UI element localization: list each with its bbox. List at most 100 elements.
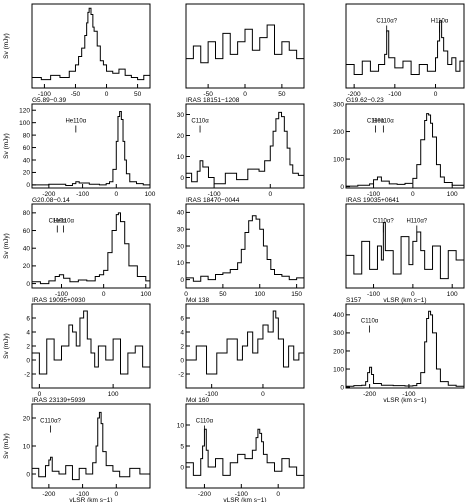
spectrum-panel-2: -50 0 50 [185,3,305,98]
panel-title: G20.08−0.14 [32,197,70,204]
x-tick-label: 0 [102,291,106,298]
x-tick-label: -100 [402,391,415,398]
spectrum-series-line [32,310,151,375]
y-tick-label: 10 [23,443,31,450]
y-tick-label: 100 [19,120,30,127]
spectrum-panel-11: -100 0 -2 0 2 4 6 Mol 138 [178,297,305,398]
line-annotation-label: He110α [53,218,74,224]
y-tick-label: 5 [180,443,184,450]
y-tick-label: 200 [333,348,344,355]
x-tick-label: -100 [388,91,401,98]
y-axis-label: Sv (mJy) [3,433,10,459]
x-tick-label: -100 [235,491,248,498]
y-tick-label: 20 [23,170,31,177]
spectrum-panel-12: -200 -100 0 100 200 300 400 S157 vLSR (km s−1) C1… [333,297,465,404]
y-tick-label: 20 [23,415,31,422]
y-tick-label: 100 [333,366,344,373]
panel-title: S157 [346,297,362,304]
x-tick-label: 100 [447,291,458,298]
y-axis-label: Sv (mJy) [3,133,10,159]
spectrum-series-line [32,7,151,81]
line-annotation-label: H110α? [406,218,427,224]
y-tick-label: 40 [177,210,185,217]
line-annotation-label: H110α [431,18,449,24]
panel-title: G19.62−0.23 [346,97,384,104]
x-tick-label: -200 [42,491,55,498]
x-tick-label: -100 [55,291,68,298]
x-tick-label: 150 [291,291,302,298]
spectrum-panel-13: -200 -100 0 0 10 20 IRAS 23139+5939 Sv (mJy) vLS… [3,397,151,502]
line-annotation-label: C110α [361,318,379,324]
spectrum-series-line [346,310,465,387]
panel-title: IRAS 18470−0044 [186,197,240,204]
y-tick-label: -2 [178,371,184,378]
panel-frame [185,103,305,189]
panel-frame [345,3,465,89]
x-tick-label: 50 [278,91,286,98]
spectrum-panel-5: -100 0 0 10 20 30 IRAS 18151−1208 C110α [177,97,305,198]
x-tick-label: 0 [411,191,415,198]
y-tick-label: 30 [177,112,185,119]
spectrum-series-line [32,212,151,285]
x-tick-label: 50 [219,291,227,298]
panel-frame [345,303,465,389]
line-annotation-label: C110α [196,418,214,424]
y-tick-label: 0 [26,182,30,189]
x-tick-label: -200 [198,491,211,498]
x-tick-label: 100 [145,191,156,198]
panel-frame [31,103,151,189]
y-tick-label: 300 [333,330,344,337]
x-tick-label: 0 [434,91,438,98]
y-tick-label: 10 [177,260,185,267]
line-annotation-label: C110α? [376,18,397,24]
x-tick-label: 0 [268,191,272,198]
spectrum-series-line [186,24,305,64]
panel-frame [345,203,465,289]
spectrum-series-line [186,310,305,375]
x-axis-label: vLSR (km s−1) [383,397,426,404]
x-tick-label: 100 [254,291,265,298]
x-tick-label: -100 [205,391,218,398]
spectrum-panel-10: 0 100 -2 0 2 4 6 IRAS 19095+0930 Sv (mJy) [3,297,151,398]
y-tick-label: 0 [180,357,184,364]
y-tick-label: 10 [177,422,185,429]
spectrum-panel-14: -200 -100 0 0 5 10 Mol 160 vLSR (km s−1) C110α [177,397,305,502]
panel-frame [185,3,305,89]
panel-frame [31,3,151,89]
x-tick-label: -50 [203,91,213,98]
y-tick-label: 2 [180,343,184,350]
spectrum-panel-9: -100 0 100 IRAS 19035+0641 vLSR (km s−1) C110… [345,197,465,304]
x-tick-label: 0 [38,391,42,398]
line-annotation-label: C110α [367,118,385,124]
x-axis-label: vLSR (km s−1) [383,297,426,304]
y-tick-label: 10 [177,154,185,161]
y-tick-label: 0 [180,277,184,284]
line-annotation-label: He110α [65,118,86,124]
x-axis-label: vLSR (km s−1) [69,497,112,502]
x-tick-label: 0 [105,91,109,98]
x-tick-label: -100 [38,91,51,98]
x-tick-label: -200 [363,391,376,398]
spectrum-series-line [186,111,305,185]
x-tick-label: 0 [243,91,247,98]
y-tick-label: -2 [24,371,30,378]
x-tick-label: -100 [367,191,380,198]
x-tick-label: 100 [140,291,151,298]
x-tick-label: 0 [276,491,280,498]
y-tick-label: 0 [180,175,184,182]
spectrum-series-line [346,222,465,280]
x-tick-label: -100 [76,491,89,498]
x-tick-label: 100 [447,191,458,198]
panel-title: IRAS 19035+0641 [346,197,400,204]
y-tick-label: 60 [23,145,31,152]
panel-title: IRAS 19095+0930 [32,297,86,304]
line-annotation-label: C110α? [373,218,394,224]
panel-title: IRAS 18151−1208 [186,97,240,104]
x-tick-label: 0 [114,491,118,498]
y-tick-label: 2 [26,343,30,350]
y-tick-label: 80 [23,210,31,217]
panel-frame [31,403,151,489]
